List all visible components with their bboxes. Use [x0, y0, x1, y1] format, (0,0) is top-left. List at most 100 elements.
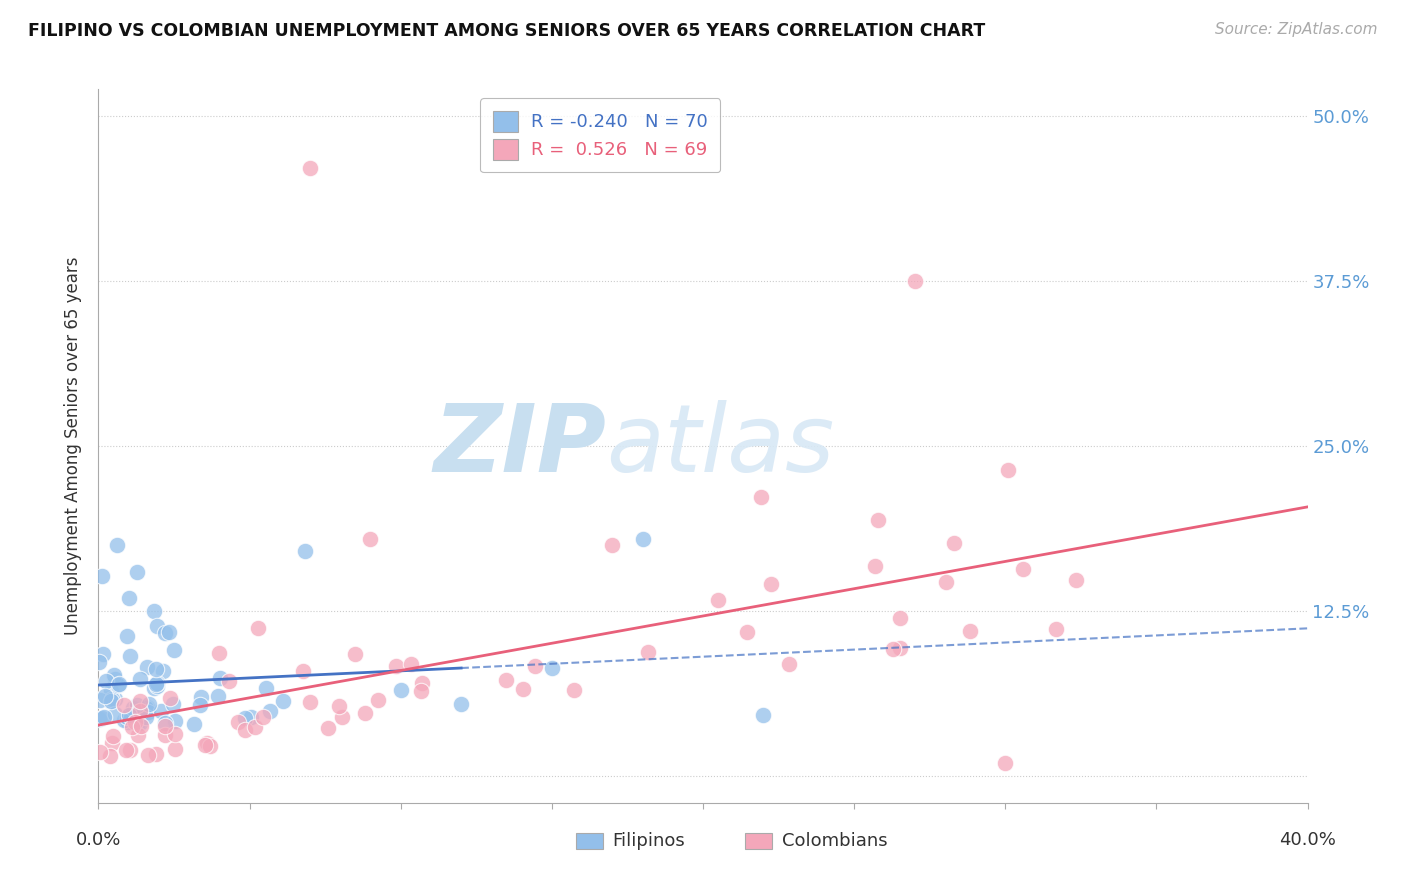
Point: [101, 692, 124, 706]
Point: [198, 739, 221, 754]
Point: [118, 648, 141, 663]
Point: [495, 673, 517, 688]
Point: [89, 745, 111, 759]
Point: [330, 710, 353, 724]
Point: [101, 730, 124, 744]
Point: [146, 675, 169, 690]
Point: [118, 708, 141, 723]
Point: [218, 674, 240, 689]
Text: ZIP: ZIP: [433, 400, 606, 492]
Point: [271, 694, 294, 708]
Point: [163, 643, 186, 657]
Point: [100, 749, 122, 764]
Point: [143, 604, 166, 618]
Point: [145, 676, 167, 690]
Point: [159, 624, 181, 639]
Point: [105, 538, 128, 552]
Point: [117, 715, 139, 730]
Point: [136, 706, 159, 720]
Text: 40.0%: 40.0%: [1279, 831, 1336, 849]
Point: [107, 678, 129, 692]
Point: [942, 536, 965, 550]
Point: [299, 161, 322, 176]
Point: [935, 574, 957, 589]
Point: [128, 694, 150, 708]
Point: [93, 710, 115, 724]
Point: [207, 690, 229, 704]
Point: [115, 710, 138, 724]
Point: [233, 723, 256, 737]
Point: [136, 700, 159, 714]
Point: [226, 715, 249, 730]
Point: [100, 693, 122, 707]
Point: [103, 668, 125, 682]
Text: Filipinos: Filipinos: [613, 832, 685, 850]
Point: [163, 714, 186, 729]
Point: [889, 641, 911, 656]
Point: [145, 747, 167, 762]
Text: FILIPINO VS COLOMBIAN UNEMPLOYMENT AMONG SENIORS OVER 65 YEARS CORRELATION CHART: FILIPINO VS COLOMBIAN UNEMPLOYMENT AMONG…: [28, 22, 986, 40]
Point: [153, 716, 176, 731]
Point: [87, 712, 110, 726]
Point: [252, 710, 274, 724]
Y-axis label: Unemployment Among Seniors over 65 years: Unemployment Among Seniors over 65 years: [65, 257, 83, 635]
Point: [294, 544, 316, 558]
Legend: R = -0.240   N = 70, R =  0.526   N = 69: R = -0.240 N = 70, R = 0.526 N = 69: [481, 98, 720, 172]
Point: [115, 743, 138, 757]
Point: [125, 565, 148, 579]
Point: [127, 715, 149, 730]
Point: [149, 705, 172, 719]
Point: [208, 646, 231, 660]
Point: [316, 721, 339, 735]
Point: [108, 676, 131, 690]
Point: [87, 655, 110, 669]
Point: [91, 568, 114, 582]
Point: [112, 713, 135, 727]
Point: [882, 641, 904, 656]
Point: [343, 647, 366, 661]
Point: [183, 717, 205, 731]
Point: [159, 691, 181, 706]
Point: [399, 657, 422, 671]
Point: [89, 693, 111, 707]
Point: [153, 728, 176, 742]
Point: [104, 672, 127, 686]
Point: [135, 701, 157, 715]
Point: [101, 736, 124, 750]
Point: [1064, 573, 1087, 587]
Point: [367, 693, 389, 707]
Point: [292, 664, 315, 678]
Point: [409, 684, 432, 698]
Point: [112, 698, 135, 713]
Point: [120, 742, 142, 756]
Point: [94, 690, 117, 704]
Point: [136, 748, 159, 763]
Point: [411, 675, 433, 690]
Point: [90, 711, 112, 725]
Text: Colombians: Colombians: [782, 832, 887, 850]
Point: [868, 513, 890, 527]
Point: [152, 665, 174, 679]
Point: [146, 619, 169, 633]
Point: [450, 697, 472, 711]
Point: [104, 692, 127, 706]
Point: [524, 658, 547, 673]
Point: [190, 698, 212, 712]
Point: [1045, 623, 1067, 637]
Text: 0.0%: 0.0%: [76, 831, 121, 849]
Point: [240, 710, 263, 724]
Point: [145, 662, 167, 676]
Point: [637, 645, 659, 659]
Point: [298, 695, 321, 709]
Point: [752, 708, 775, 723]
Point: [749, 491, 772, 505]
Point: [165, 741, 187, 756]
Point: [735, 624, 758, 639]
Point: [602, 538, 624, 552]
Point: [153, 719, 176, 733]
Point: [162, 697, 184, 711]
Point: [247, 621, 270, 635]
Point: [865, 558, 887, 573]
Point: [233, 711, 256, 725]
Point: [104, 706, 127, 721]
